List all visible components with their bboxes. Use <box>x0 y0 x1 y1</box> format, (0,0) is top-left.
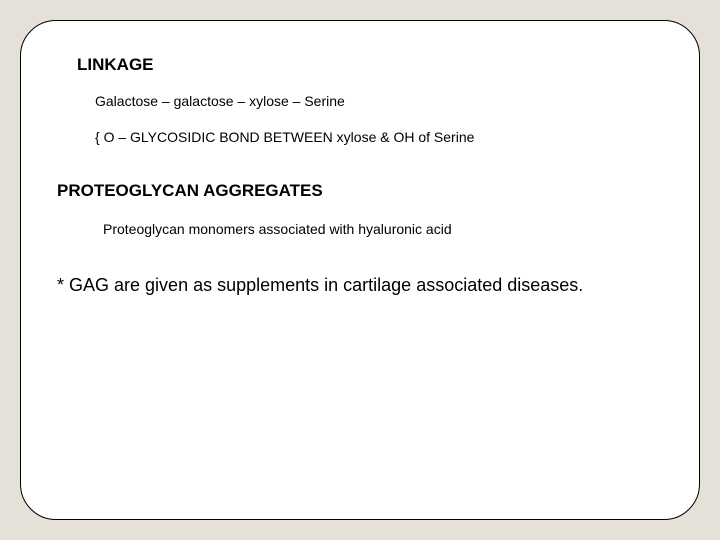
glycosidic-bond-text: { O – GLYCOSIDIC BOND BETWEEN xylose & O… <box>95 129 663 145</box>
heading-proteoglycan-aggregates: PROTEOGLYCAN AGGREGATES <box>57 181 663 201</box>
gag-supplements-note: * GAG are given as supplements in cartil… <box>57 273 663 297</box>
asterisk-icon: * <box>57 275 64 295</box>
slide-card: LINKAGE Galactose – galactose – xylose –… <box>20 20 700 520</box>
heading-linkage: LINKAGE <box>77 55 663 75</box>
linkage-chain-text: Galactose – galactose – xylose – Serine <box>95 93 663 109</box>
note-text: GAG are given as supplements in cartilag… <box>64 275 583 295</box>
proteoglycan-monomers-text: Proteoglycan monomers associated with hy… <box>103 221 663 237</box>
